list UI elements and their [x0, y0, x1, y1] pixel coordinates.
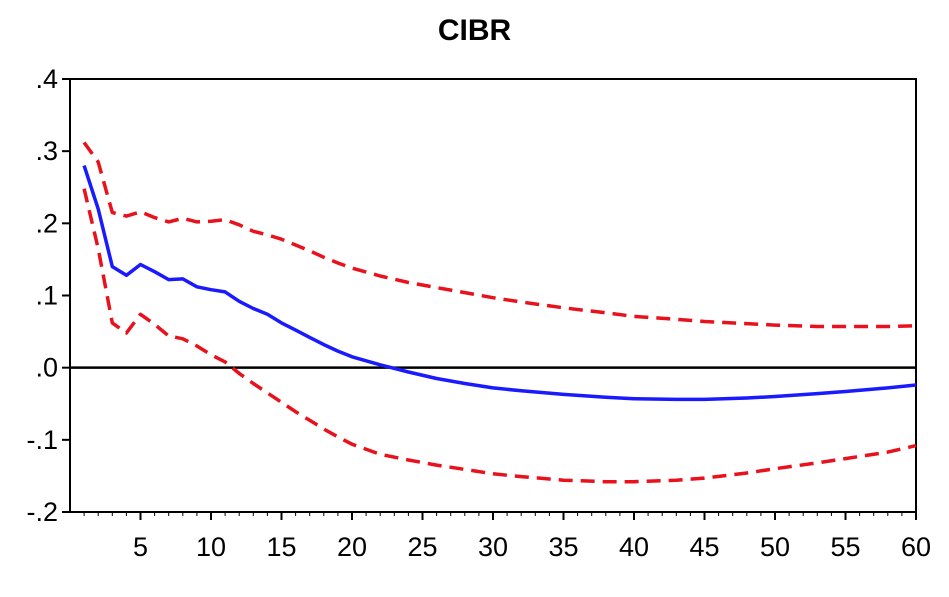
x-tick-label: 30: [478, 532, 508, 562]
x-tick-label: 50: [760, 532, 790, 562]
y-tick-label: -.2: [26, 497, 58, 527]
x-tick-label: 25: [407, 532, 437, 562]
plot-frame: [69, 78, 917, 513]
x-tick-label: 15: [266, 532, 296, 562]
x-tick-label: 20: [337, 532, 367, 562]
x-tick-label: 35: [548, 532, 578, 562]
x-tick-label: 10: [196, 532, 226, 562]
x-tick-label: 45: [689, 532, 719, 562]
y-tick-label: .2: [35, 208, 58, 238]
response-line: [82, 165, 917, 402]
y-tick-label: .3: [35, 136, 58, 166]
chart-title: CIBR: [437, 14, 512, 47]
x-tick-label: 40: [619, 532, 649, 562]
x-tick-label: 5: [133, 532, 148, 562]
x-tick-label: 55: [830, 532, 860, 562]
y-tick-label: .0: [35, 353, 58, 383]
tick-labels: .4 .3 .2 .1 .0 -.1 -.2 5 10 15 20 25 30 35 40 45 50 55 60: [26, 64, 931, 562]
axes: [62, 78, 917, 520]
x-tick-label: 60: [901, 532, 931, 562]
y-tick-label: .4: [35, 64, 58, 94]
y-tick-label: .1: [35, 281, 58, 311]
lower-bound-line: [82, 188, 917, 484]
series-layer: [82, 141, 917, 484]
upper-bound-line: [82, 141, 917, 329]
y-tick-label: -.1: [26, 425, 58, 455]
